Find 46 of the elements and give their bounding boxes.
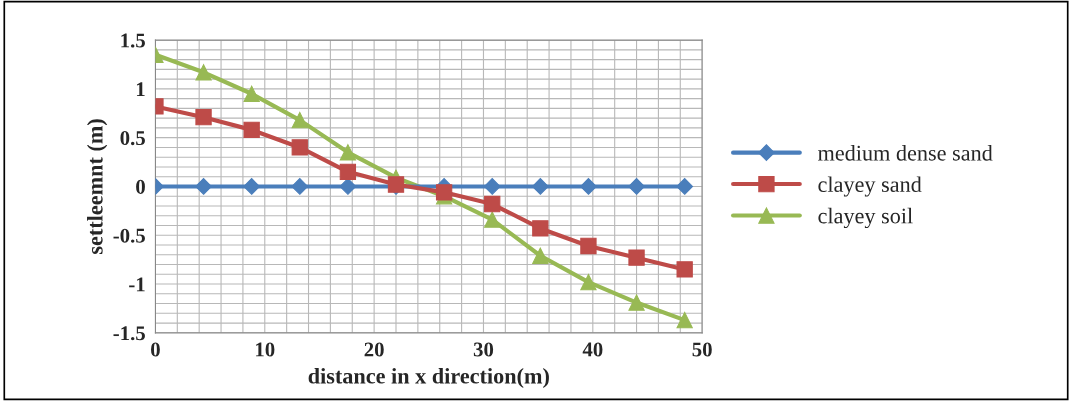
- x-tick-label: 10: [256, 342, 275, 357]
- point: [339, 178, 357, 195]
- point: [532, 247, 549, 264]
- y-tick-label: 0: [136, 179, 145, 194]
- point: [243, 121, 260, 139]
- y-tick-label: 0.5: [120, 131, 145, 146]
- point: [339, 144, 357, 161]
- x-tick-label: 0: [151, 342, 160, 357]
- y-tick-label: -1.5: [113, 326, 145, 341]
- point: [580, 178, 597, 195]
- point: [291, 111, 308, 129]
- legend-label: clayey sand: [818, 176, 922, 197]
- point: [580, 237, 597, 255]
- point: [676, 261, 693, 278]
- point: [628, 294, 645, 311]
- x-tick-label: 40: [582, 342, 603, 357]
- point: [484, 195, 501, 213]
- point: [243, 85, 260, 102]
- point: [195, 178, 212, 195]
- point: [339, 163, 357, 180]
- point: [484, 211, 501, 228]
- y-tick-label: 1.5: [121, 33, 145, 48]
- y-axis-title: settleemnt (m): [87, 119, 108, 254]
- point: [195, 109, 212, 126]
- x-tick-label: 50: [692, 342, 712, 357]
- legend-label: medium dense sand: [818, 144, 993, 161]
- x-tick-label: 30: [473, 342, 494, 357]
- point: [676, 311, 693, 329]
- x-axis-title: distance in x direction(m): [308, 367, 549, 389]
- point: [195, 64, 212, 81]
- point: [483, 178, 501, 195]
- legend-label: clayey soil: [818, 207, 913, 229]
- point: [676, 178, 694, 195]
- point: [532, 220, 549, 237]
- y-tick-label: -1: [129, 277, 145, 292]
- x-tick-label: 20: [364, 342, 384, 357]
- point: [243, 178, 261, 195]
- y-tick-label: 1: [136, 82, 145, 97]
- point: [580, 273, 597, 291]
- y-tick-label: -0.5: [113, 228, 145, 243]
- point: [291, 139, 308, 156]
- point: [435, 184, 453, 201]
- point: [531, 178, 549, 195]
- point: [291, 178, 309, 195]
- point: [628, 249, 645, 266]
- point: [628, 178, 645, 195]
